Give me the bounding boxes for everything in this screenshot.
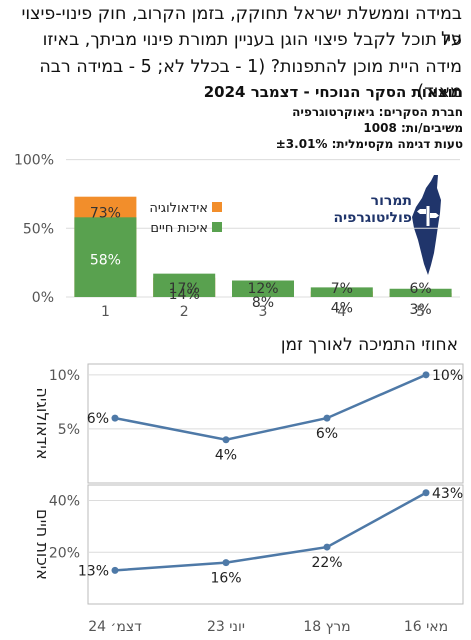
data-point	[222, 559, 230, 567]
data-point	[323, 414, 331, 422]
data-point	[422, 489, 430, 497]
line-y-tick-label: 40%	[49, 494, 80, 510]
line-y-tick-label: 5%	[58, 422, 80, 438]
data-label: 16%	[210, 571, 241, 587]
bar-x-tick-label: 4	[337, 304, 346, 320]
bar-label-ideology: 14%	[169, 287, 200, 303]
x-axis-dates: דצמ׳ 24 יוני 23 מרץ 18 מאי 16	[88, 619, 448, 635]
date-tick-label: דצמ׳ 24	[88, 619, 142, 635]
line-y-tick-label: 20%	[49, 545, 80, 561]
date-tick-label: מאי 16	[404, 619, 448, 635]
survey-respondents: משיבים/ות: 1008	[363, 121, 463, 135]
bar-x-tick-label: 5	[416, 304, 425, 320]
date-tick-label: מרץ 18	[303, 619, 350, 635]
data-label: 43%	[432, 486, 463, 502]
trend-title: אחוזי התמיכה לאורך זמן	[280, 335, 458, 355]
line-y-tick-label: 10%	[49, 368, 80, 384]
bar-label-living: 6%	[409, 281, 431, 297]
data-label: 22%	[311, 555, 342, 571]
bar-x-tick-label: 2	[180, 304, 189, 320]
bar-label-ideology: 4%	[331, 301, 353, 317]
bar-label-living: 58%	[90, 252, 121, 268]
bar-label-living: 7%	[331, 281, 353, 297]
logo-line-2: פוליטוגרפיה	[333, 210, 412, 226]
bar-label-ideology: 73%	[90, 206, 121, 222]
legend-label: איכות חיים	[150, 221, 208, 236]
bar-y-tick-label: 100%	[14, 153, 54, 169]
data-point	[422, 371, 430, 379]
line-chart-ideology: 5% 10% 6% 4% 6% 10% אידאולוגיה	[33, 363, 464, 484]
data-label: 10%	[432, 368, 463, 384]
data-label: 4%	[215, 448, 237, 464]
bar-chart: 0% 50% 100% 73% 58% 1 14%17% 2 8%12% 3 4% 7% 4 3% 6% 5	[14, 153, 460, 320]
data-point	[323, 543, 331, 551]
question-line-3: מידה היית מוכן להתפנות? (1 - בכלל לא; 5 …	[39, 57, 462, 102]
data-point	[222, 436, 230, 444]
bar-y-tick-label: 0%	[32, 290, 54, 306]
series-line	[114, 491, 427, 572]
panel-frame	[87, 363, 464, 484]
logo-line-1: תמרור	[371, 193, 412, 209]
bar-x-tick-label: 3	[259, 304, 268, 320]
data-point	[111, 566, 119, 574]
panel-label: איכות חיים	[33, 509, 52, 580]
legend: אידאולוגיה איכות חיים	[149, 201, 222, 236]
survey-title: תוצאות הסקר הנוכחי - דצמבר 2024	[203, 83, 463, 101]
date-tick-label: יוני 23	[207, 619, 245, 635]
bar-label-living: 17%	[169, 281, 200, 297]
bar-x-tick-label: 1	[101, 304, 110, 320]
bar-living	[310, 287, 373, 297]
data-label: 6%	[316, 426, 338, 442]
bar-label-ideology: 3%	[409, 302, 431, 318]
line-chart-living: 20% 40% 13% 16% 22% 43% איכות חיים	[33, 484, 464, 605]
data-label: 13%	[78, 563, 109, 579]
legend-swatch	[212, 202, 222, 212]
legend-swatch	[212, 222, 222, 232]
data-label: 6%	[87, 411, 109, 427]
survey-margin: טעות דגימה מקסימלית: ±3.01%	[275, 137, 463, 151]
bar-living	[153, 273, 216, 297]
series-line	[114, 373, 427, 442]
bar-label-living: 12%	[247, 281, 278, 297]
bar-y-tick-label: 50%	[23, 221, 54, 237]
signpost-icon	[417, 206, 439, 226]
bar-living	[74, 217, 137, 297]
question-line-2: פיו תוכל לקבל פיצוי הוגן בעניין תמורת פי…	[42, 30, 462, 50]
bar-living	[389, 288, 452, 297]
bar-living	[232, 280, 294, 297]
panel-label: אידאולוגיה	[33, 387, 52, 459]
survey-company: חברת הסקרים: גיאוקרטוגרפיה	[292, 105, 463, 119]
data-point	[111, 414, 119, 422]
bar-label-ideology: 8%	[252, 295, 274, 311]
question-line-1: במידה וממשלת ישראל תחוקק, בזמן הקרוב, חו…	[21, 4, 462, 49]
panel-frame	[87, 484, 464, 605]
legend-label: אידאולוגיה	[149, 201, 208, 216]
logo: תמרור פוליטוגרפיה	[333, 175, 441, 275]
